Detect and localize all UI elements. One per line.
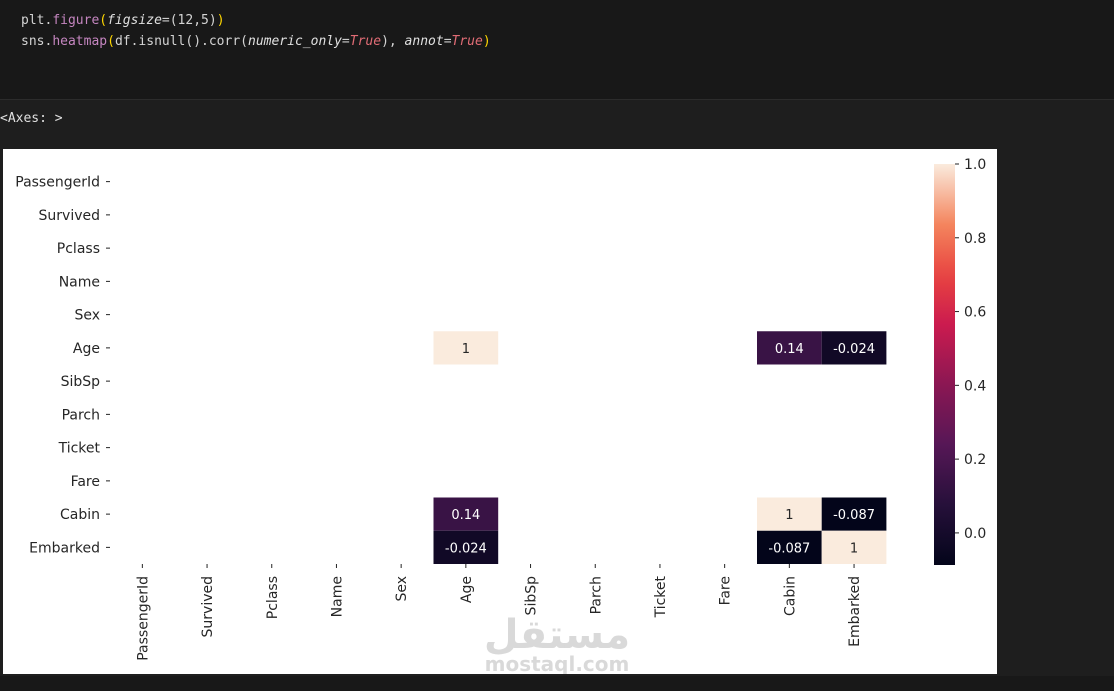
colorbar-tick-label: 0.8 (964, 231, 986, 247)
x-tick-label: Pclass (265, 576, 281, 619)
heatmap-cell (433, 497, 499, 531)
heatmap-cell (757, 530, 822, 564)
output-label: <Axes: > (0, 111, 63, 126)
y-tick-label: Embarked (29, 540, 100, 556)
code-token: df.isnull().corr( (114, 34, 248, 49)
heatmap-cell (757, 331, 822, 365)
y-tick-label: Name (59, 274, 100, 290)
heatmap-cell (821, 331, 887, 365)
x-tick-label: Name (329, 576, 345, 617)
x-tick-label: Age (459, 576, 475, 603)
x-tick-label: Embarked (847, 576, 863, 647)
cell-annotation: 0.14 (775, 342, 804, 357)
heatmap-cell (433, 331, 499, 365)
y-tick-label: Cabin (60, 507, 100, 523)
code-token: plt (21, 13, 45, 28)
colorbar-tick-label: 0.4 (964, 378, 986, 394)
colorbar-tick-label: 0.0 (964, 526, 986, 542)
watermark-latin: mostaql.com (485, 652, 630, 674)
x-tick-label: Parch (588, 576, 604, 614)
code-cell[interactable]: plt.figure(figsize=(12,5)) sns.heatmap(d… (0, 0, 1114, 100)
x-tick-label: Ticket (653, 575, 669, 618)
x-tick-label: Cabin (782, 576, 798, 616)
code-token: (12,5) (169, 13, 217, 28)
colorbar (934, 164, 955, 565)
heatmap-cell (821, 530, 887, 564)
heatmap-cell (433, 530, 499, 564)
heatmap-chart: 1 0.14 -0.024 0.14 1 -0.087 -0.024 -0.087 1 Passe… (15, 157, 986, 676)
code-token: numeric_only (248, 34, 342, 49)
code-token: heatmap (52, 34, 108, 49)
y-tick-label: Pclass (57, 241, 100, 257)
y-tick-label: Fare (71, 474, 100, 490)
code-token: figsize (107, 13, 162, 28)
y-tick-label: SibSp (61, 374, 101, 390)
cell-annotation: -0.024 (445, 541, 487, 556)
y-tick-label: Sex (74, 308, 100, 324)
heatmap-figure: 1 0.14 -0.024 0.14 1 -0.087 -0.024 -0.087 1 Passe… (3, 149, 997, 676)
cell-annotation: -0.024 (833, 342, 875, 357)
x-tick-label: Sex (394, 576, 410, 602)
y-tick-label: Parch (62, 407, 100, 423)
cell-annotation: 0.14 (451, 508, 480, 523)
x-tick-label: Fare (718, 576, 734, 605)
y-tick-label: PassengerId (15, 175, 100, 191)
colorbar-tick-label: 0.6 (964, 305, 986, 321)
cell-annotation: 1 (850, 541, 858, 556)
watermark-arabic: مستقل (484, 612, 630, 658)
x-tick-label: Survived (200, 576, 216, 637)
cell-annotation: 1 (462, 342, 470, 357)
y-tick-label: Ticket (58, 441, 101, 457)
cell-annotation: -0.087 (768, 541, 810, 556)
heatmap-cell (821, 497, 887, 531)
code-line-1: plt.figure(figsize=(12,5)) (21, 13, 225, 28)
code-token: True (349, 34, 382, 49)
code-token: ) (482, 34, 491, 49)
cell-annotation: 1 (785, 508, 793, 523)
bottom-strip (0, 676, 1114, 691)
x-tick-label: PassengerId (135, 576, 151, 661)
x-tick-label: SibSp (524, 576, 540, 616)
colorbar-tick-label: 1.0 (964, 157, 986, 173)
colorbar-tick-label: 0.2 (964, 452, 986, 468)
heatmap-cell (757, 497, 822, 531)
y-tick-label: Age (73, 341, 100, 357)
code-line-2: sns.heatmap(df.isnull().corr(numeric_onl… (21, 34, 491, 49)
code-token: annot (404, 34, 444, 49)
code-token: figure (52, 13, 100, 28)
y-tick-label: Survived (39, 208, 100, 224)
cell-annotation: -0.087 (833, 508, 875, 523)
code-token: sns (21, 34, 45, 49)
code-token: ), (381, 34, 405, 49)
code-token: True (451, 34, 483, 49)
